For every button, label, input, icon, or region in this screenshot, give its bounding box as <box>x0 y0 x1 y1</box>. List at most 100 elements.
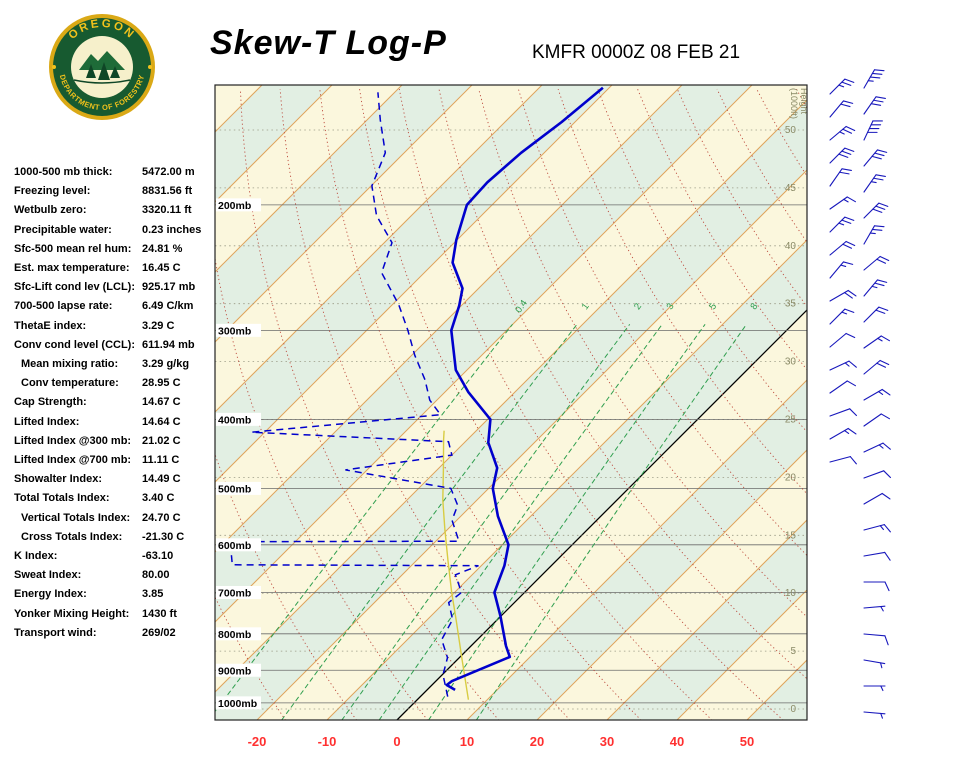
index-value: 80.00 <box>142 569 170 582</box>
index-value: 3.40 C <box>142 492 175 505</box>
index-value: 3.29 C <box>142 319 175 332</box>
index-value: 6.49 C/km <box>142 300 194 313</box>
logo-ground-line <box>73 79 131 84</box>
pressure-label-bg <box>216 627 261 641</box>
index-row: Vertical Totals Index: 24.70 C <box>14 509 218 528</box>
dewpoint-line <box>229 92 479 697</box>
index-row: Wetbulb zero: 3320.11 ft <box>14 201 218 220</box>
index-label: Freezing level: <box>14 185 91 198</box>
parcel-line <box>442 430 470 700</box>
index-label: Precipitable water: <box>14 223 112 236</box>
height-tick-label: 40 <box>785 241 797 252</box>
index-row: 700-500 lapse rate: 6.49 C/km <box>14 297 218 316</box>
index-label: 1000-500 mb thick: <box>14 166 113 178</box>
index-label: Wetbulb zero: <box>14 204 87 217</box>
height-tick-label: 35 <box>785 299 797 310</box>
temp-tick-label: 30 <box>600 734 614 749</box>
temp-tick-label: -10 <box>318 734 337 749</box>
page-title: Skew-T Log-P <box>210 24 447 62</box>
index-value: 14.64 C <box>142 415 181 428</box>
index-row: Transport wind: 269/02 <box>14 624 218 643</box>
pressure-label: 1000mb <box>218 698 257 710</box>
pressure-label-bg <box>216 586 261 600</box>
index-label: Lifted Index @700 mb: <box>14 454 132 467</box>
logo-side-dot <box>52 65 56 69</box>
index-value: 269/02 <box>142 626 176 639</box>
index-label: Transport wind: <box>14 626 97 639</box>
temp-tick-label: -20 <box>248 734 267 749</box>
temp-tick-label: 40 <box>670 734 684 749</box>
index-value: 14.67 C <box>142 396 181 409</box>
index-label: Sfc-Lift cond lev (LCL): <box>14 281 135 294</box>
index-value: 21.02 C <box>142 434 181 447</box>
height-tick-label: 15 <box>785 530 797 541</box>
index-row: Mean mixing ratio: 3.29 g/kg <box>14 355 218 374</box>
index-label: Total Totals Index: <box>14 492 110 505</box>
index-label: ThetaE index: <box>14 319 87 332</box>
index-value: 3320.11 ft <box>142 204 192 217</box>
index-label: K Index: <box>14 550 58 563</box>
index-row: Showalter Index: 14.49 C <box>14 470 218 489</box>
index-label: Conv temperature: <box>21 377 119 390</box>
index-row: Freezing level: 8831.56 ft <box>14 182 218 201</box>
pressure-label-bg <box>216 323 261 337</box>
pressure-label: 800mb <box>218 629 251 641</box>
index-value: 28.95 C <box>142 377 181 390</box>
index-row: Sweat Index: 80.00 <box>14 566 218 585</box>
index-row: Lifted Index @300 mb: 21.02 C <box>14 432 218 451</box>
wind-barbs <box>829 69 892 719</box>
pressure-label-bg <box>216 412 261 426</box>
index-row: Sfc-500 mean rel hum: 24.81 % <box>14 240 218 259</box>
index-label: Lifted Index: <box>14 415 80 428</box>
index-label: Showalter Index: <box>14 473 103 486</box>
logo-tree-icon <box>98 62 110 80</box>
index-row: Yonker Mixing Height: 1430 ft <box>14 605 218 624</box>
index-label: 700-500 lapse rate: <box>14 300 113 313</box>
index-row: Sfc-Lift cond lev (LCL): 925.17 mb <box>14 278 218 297</box>
index-value: 611.94 mb <box>142 338 195 351</box>
mixing-ratio-label: 5 <box>707 301 719 312</box>
temp-tick-label: 50 <box>740 734 754 749</box>
index-label: Cap Strength: <box>14 396 87 409</box>
index-label: Yonker Mixing Height: <box>14 607 130 620</box>
height-tick-label: 45 <box>785 183 797 194</box>
pressure-label-bg <box>216 481 261 495</box>
index-value: 11.11 C <box>142 454 180 467</box>
pressure-label: 700mb <box>218 588 251 600</box>
index-row: Lifted Index @700 mb: 11.11 C <box>14 451 218 470</box>
pressure-label: 900mb <box>218 665 251 677</box>
pressure-label-bg <box>216 198 261 212</box>
index-value: 3.85 <box>142 588 164 601</box>
odf-logo-emblem: OREGON DEPARTMENT OF FORESTRY <box>49 14 155 120</box>
index-value: 5472.00 m <box>142 166 195 178</box>
height-tick-label: 5 <box>790 646 796 657</box>
pressure-label: 300mb <box>218 325 251 337</box>
index-value: -21.30 C <box>142 530 185 543</box>
index-value: 1430 ft <box>142 607 177 620</box>
temp-tick-label: 0 <box>393 734 400 749</box>
index-label: Sweat Index: <box>14 569 82 582</box>
height-tick-label: 50 <box>785 125 797 136</box>
index-label: Est. max temperature: <box>14 262 130 275</box>
index-label: Vertical Totals Index: <box>21 511 131 524</box>
temp-tick-label: 10 <box>460 734 474 749</box>
height-tick-label: 10 <box>785 588 797 599</box>
temp-tick-label: 20 <box>530 734 544 749</box>
index-row: Energy Index: 3.85 <box>14 585 218 604</box>
index-value: 3.29 g/kg <box>142 358 190 371</box>
indices-panel: 1000-500 mb thick: 5472.00 m Freezing leve… <box>14 163 218 643</box>
index-row: Lifted Index: 14.64 C <box>14 413 218 432</box>
pressure-label-bg <box>216 696 261 710</box>
height-tick-label: 25 <box>785 415 797 426</box>
mixing-ratio-label: 1 <box>580 301 592 312</box>
index-label: Mean mixing ratio: <box>21 358 119 371</box>
index-label: Sfc-500 mean rel hum: <box>14 242 132 255</box>
height-tick-label: 30 <box>785 357 797 368</box>
index-row: Cross Totals Index: -21.30 C <box>14 528 218 547</box>
index-value: 0.23 inches <box>142 223 202 236</box>
temperature-line <box>445 86 604 692</box>
index-label: Lifted Index @300 mb: <box>14 434 132 447</box>
logo-side-dot <box>148 65 152 69</box>
